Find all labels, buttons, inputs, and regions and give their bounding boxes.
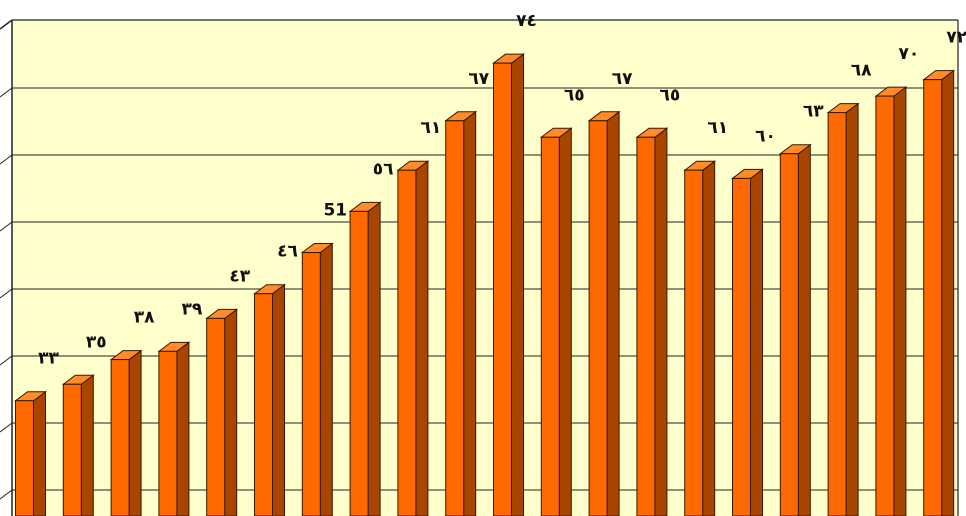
bar-front xyxy=(62,383,82,516)
bar-side xyxy=(558,127,572,516)
bar xyxy=(444,110,478,516)
data-label: ٦١ xyxy=(707,118,728,138)
y-axis-depth-edge xyxy=(0,19,13,30)
bar-front xyxy=(732,177,751,516)
data-label: ٦٧ xyxy=(468,69,489,89)
bar-front xyxy=(254,293,273,516)
gridline-depth xyxy=(0,221,13,232)
bar xyxy=(253,283,286,516)
data-label: ٧٤ xyxy=(516,11,537,31)
bar-front xyxy=(779,153,799,516)
plot-background xyxy=(12,20,958,516)
bar xyxy=(205,308,239,516)
bar-side xyxy=(319,242,333,516)
bar xyxy=(587,110,621,516)
bar-side xyxy=(367,201,381,516)
data-label: ٧٢ xyxy=(946,28,966,48)
bar-side xyxy=(702,160,716,516)
bar-side xyxy=(750,168,763,516)
bar-side xyxy=(33,390,46,516)
bar xyxy=(396,160,430,516)
data-label: ٦٧ xyxy=(612,69,633,89)
bar-front xyxy=(15,400,34,516)
bar xyxy=(539,127,573,516)
bar-front xyxy=(875,95,895,516)
bar-front xyxy=(206,317,226,516)
bar-front xyxy=(636,136,656,516)
bar-front xyxy=(923,79,943,516)
data-label: ٤٣ xyxy=(229,266,250,286)
bar xyxy=(731,168,764,516)
data-label: ٣٨ xyxy=(134,308,155,328)
bar-front xyxy=(827,112,847,516)
bar-side xyxy=(272,283,285,516)
bar-front xyxy=(493,62,512,516)
data-label: ٤٦ xyxy=(277,242,298,262)
data-label: ٦١ xyxy=(421,118,442,138)
gridline-depth xyxy=(0,87,13,98)
bar xyxy=(109,349,143,516)
bar-front xyxy=(684,169,704,516)
bar-side xyxy=(511,53,524,516)
bar-side xyxy=(128,349,142,516)
bar-side xyxy=(176,341,190,516)
bar-front xyxy=(445,120,465,516)
bar xyxy=(683,160,717,516)
data-label: ٦٣ xyxy=(803,102,824,122)
data-label: ٣٥ xyxy=(86,332,107,352)
bar-front xyxy=(349,210,369,516)
data-label: ٦٠ xyxy=(755,126,776,146)
data-label: 51 xyxy=(323,201,347,221)
gridline-depth xyxy=(0,355,13,366)
bar-side xyxy=(224,308,238,516)
gridline-depth xyxy=(0,288,13,299)
data-label: ٧٠ xyxy=(899,44,920,64)
bar xyxy=(922,69,956,516)
data-label: ٦٥ xyxy=(564,85,585,105)
bar xyxy=(874,86,908,516)
bar xyxy=(61,374,95,516)
gridline-depth xyxy=(0,489,13,500)
data-label: ٥٦ xyxy=(373,159,394,179)
bar-side xyxy=(415,160,429,516)
bar-side xyxy=(80,374,94,516)
data-label: ٦٥ xyxy=(660,85,681,105)
bar xyxy=(14,390,47,516)
data-label: ٣٣ xyxy=(38,349,59,369)
bar-front xyxy=(540,136,560,516)
bar xyxy=(492,53,525,516)
bar-side xyxy=(893,86,907,516)
bar-side xyxy=(606,110,620,516)
data-label: ٦٨ xyxy=(851,61,872,81)
bar-side xyxy=(941,69,955,516)
data-label: ٣٩ xyxy=(182,299,203,319)
bar-front xyxy=(110,359,130,516)
bar-side xyxy=(797,143,811,516)
bar-front xyxy=(588,120,608,516)
bar xyxy=(157,341,191,516)
bar xyxy=(348,201,382,516)
bar xyxy=(826,102,860,516)
bar xyxy=(778,143,812,516)
bar-front xyxy=(301,252,321,516)
bar xyxy=(635,127,669,516)
bar xyxy=(300,242,334,516)
bar-side xyxy=(463,110,477,516)
gridline-depth xyxy=(0,154,13,165)
bar-side xyxy=(845,102,859,516)
bar-side xyxy=(654,127,668,516)
bar-front xyxy=(397,169,417,516)
gridline-depth xyxy=(0,422,13,433)
bar-front xyxy=(158,350,178,516)
